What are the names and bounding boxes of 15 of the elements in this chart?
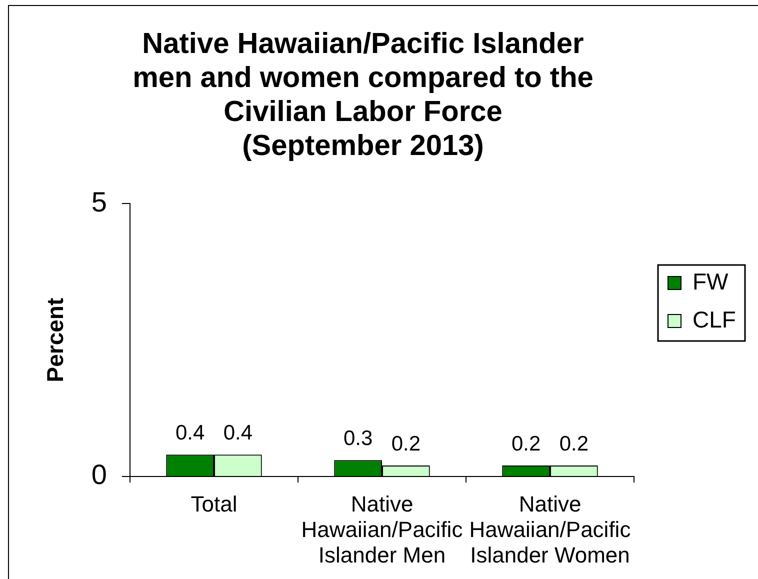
data-label: 0.2 [511,432,541,456]
y-axis-title: Percent [42,298,68,382]
y-tick-label: 0 [91,459,107,490]
data-label: 0.3 [343,427,373,450]
data-label: 0.2 [391,432,421,456]
chart-title: Native Hawaiian/Pacific Islander men and women compared to the Civilian Labor Force (September 2013) [132,28,594,162]
x-tick-label: Total [190,491,238,516]
data-label: 0.4 [223,422,253,445]
data-label: 0.4 [175,422,205,445]
legend-label: CLF [692,306,736,332]
x-tick-label: Native Hawaiian/Pacific Islander Women [469,491,631,568]
legend-label: FW [692,268,729,294]
data-label: 0.2 [559,432,589,456]
y-tick-label: 5 [91,186,107,218]
x-tick-label: Native Hawaiian/Pacific Islander Men [301,491,463,568]
